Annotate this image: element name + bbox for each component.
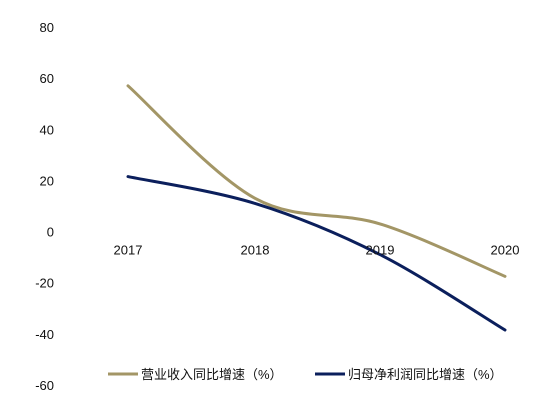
legend: 营业收入同比增速（%） 归母净利润同比增速（%） [108,367,503,382]
x-tick-label: 2017 [114,243,143,258]
x-axis-ticks: 2017 2018 2019 2020 [114,243,520,258]
y-tick-label: -60 [35,378,54,393]
y-tick-label: 40 [40,122,54,137]
series-lines [126,84,507,332]
y-tick-label: -20 [35,276,54,291]
series-line-1 [126,84,507,278]
legend-label: 归母净利润同比增速（%） [348,367,503,382]
y-tick-label: 0 [47,225,54,240]
y-tick-label: -40 [35,327,54,342]
x-tick-label: 2019 [366,243,395,258]
x-tick-label: 2018 [241,243,270,258]
y-tick-label: 60 [40,71,54,86]
y-tick-label: 80 [40,20,54,35]
y-tick-label: 20 [40,173,54,188]
series-line-2 [126,175,507,332]
legend-label: 营业收入同比增速（%） [141,367,283,382]
x-tick-label: 2020 [491,243,520,258]
y-axis-ticks: 80 60 40 20 0 -20 -40 -60 [35,20,54,393]
